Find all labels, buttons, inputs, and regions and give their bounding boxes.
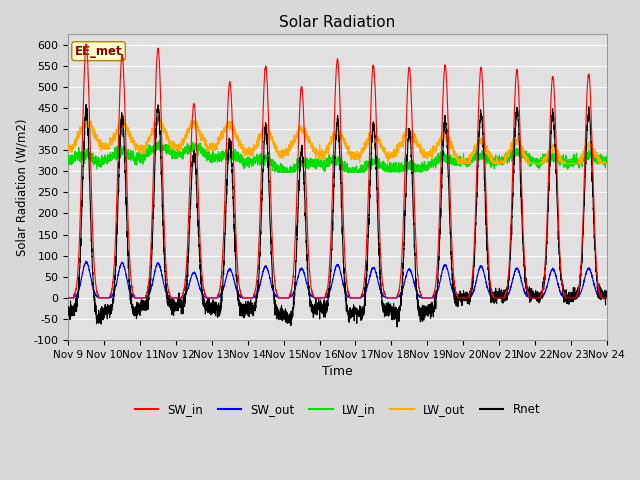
X-axis label: Time: Time	[322, 365, 353, 379]
Title: Solar Radiation: Solar Radiation	[279, 15, 396, 30]
Y-axis label: Solar Radiation (W/m2): Solar Radiation (W/m2)	[15, 119, 28, 256]
Text: EE_met: EE_met	[75, 45, 122, 58]
Legend: SW_in, SW_out, LW_in, LW_out, Rnet: SW_in, SW_out, LW_in, LW_out, Rnet	[130, 398, 545, 420]
